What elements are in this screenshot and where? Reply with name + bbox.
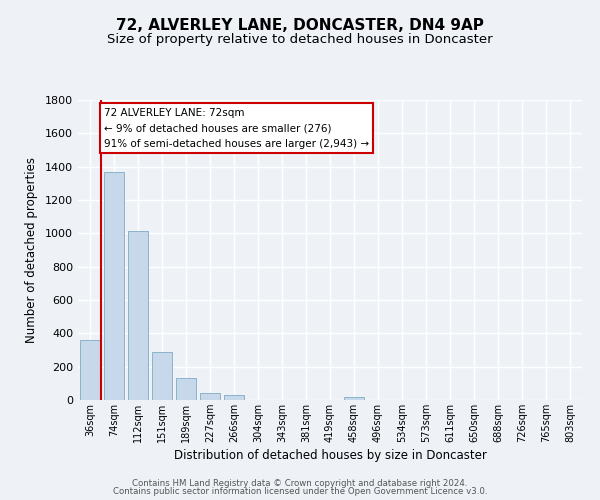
Text: Size of property relative to detached houses in Doncaster: Size of property relative to detached ho…	[107, 32, 493, 46]
Text: Contains public sector information licensed under the Open Government Licence v3: Contains public sector information licen…	[113, 487, 487, 496]
Bar	[128, 231, 148, 400]
Bar	[176, 378, 196, 400]
Bar	[104, 172, 124, 400]
Bar	[200, 393, 220, 400]
Text: 72, ALVERLEY LANE, DONCASTER, DN4 9AP: 72, ALVERLEY LANE, DONCASTER, DN4 9AP	[116, 18, 484, 32]
Bar	[152, 352, 172, 400]
Bar	[80, 340, 100, 400]
X-axis label: Distribution of detached houses by size in Doncaster: Distribution of detached houses by size …	[173, 449, 487, 462]
Y-axis label: Number of detached properties: Number of detached properties	[25, 157, 38, 343]
Text: 72 ALVERLEY LANE: 72sqm
← 9% of detached houses are smaller (276)
91% of semi-de: 72 ALVERLEY LANE: 72sqm ← 9% of detached…	[104, 108, 369, 148]
Bar	[344, 396, 364, 400]
Text: Contains HM Land Registry data © Crown copyright and database right 2024.: Contains HM Land Registry data © Crown c…	[132, 478, 468, 488]
Bar	[224, 394, 244, 400]
